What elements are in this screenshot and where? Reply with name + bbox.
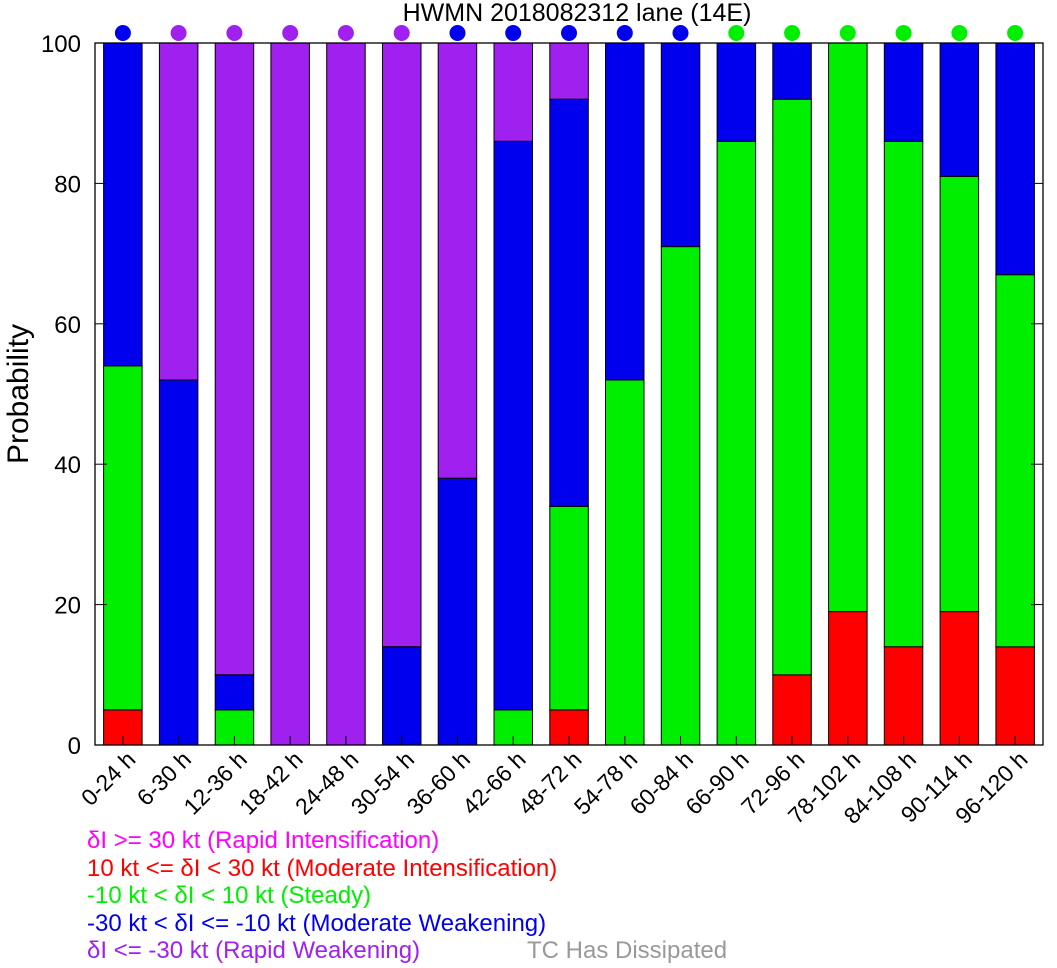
indicator-dot-12 bbox=[784, 25, 801, 41]
bar-mw-10 bbox=[660, 42, 701, 248]
bar-mw-2 bbox=[214, 674, 255, 711]
indicator-dot-7 bbox=[505, 25, 522, 41]
indicator-dot-0 bbox=[114, 25, 131, 41]
bar-rw-8 bbox=[549, 42, 589, 100]
y-tick-label-4: 80 bbox=[54, 171, 81, 198]
bar-st-12 bbox=[772, 98, 812, 676]
x-tick-label-0: 0-24 h bbox=[76, 746, 141, 811]
legend-rapid-weakening: δI <= -30 kt (Rapid Weakening) bbox=[87, 937, 421, 964]
bar-mw-14 bbox=[883, 42, 924, 142]
bar-mw-5 bbox=[382, 646, 422, 746]
indicator-dot-3 bbox=[282, 25, 299, 41]
bar-mw-1 bbox=[158, 379, 199, 746]
indicator-dot-11 bbox=[728, 25, 745, 41]
bar-rw-4 bbox=[326, 42, 366, 746]
indicator-dot-13 bbox=[839, 25, 856, 41]
y-tick-label-3: 60 bbox=[54, 312, 81, 339]
bar-mw-15 bbox=[939, 42, 980, 177]
bar-mw-6 bbox=[437, 477, 478, 746]
y-axis-label: Probability bbox=[2, 324, 35, 464]
bar-st-14 bbox=[883, 140, 924, 648]
bar-mw-7 bbox=[493, 140, 533, 711]
bar-mi-12 bbox=[772, 674, 812, 746]
bar-st-0 bbox=[103, 365, 143, 711]
bar-rw-7 bbox=[493, 42, 533, 142]
bar-st-15 bbox=[939, 175, 980, 613]
bars-layer bbox=[103, 42, 1035, 746]
bar-st-13 bbox=[828, 42, 868, 613]
indicator-dots bbox=[114, 25, 1024, 41]
bar-rw-5 bbox=[382, 42, 422, 648]
legend-steady: -10 kt < δI < 10 kt (Steady) bbox=[87, 882, 372, 909]
legend-moderate-intensification: 10 kt <= δI < 30 kt (Moderate Intensific… bbox=[87, 855, 558, 882]
bar-st-9 bbox=[605, 379, 645, 746]
plot-frame bbox=[94, 42, 1044, 746]
probability-chart: 0-24 h6-30 h12-36 h18-42 h24-48 h30-54 h… bbox=[2, 0, 1044, 829]
bar-mi-15 bbox=[939, 611, 980, 746]
bar-mw-9 bbox=[605, 42, 645, 381]
y-tick-label-2: 40 bbox=[54, 452, 81, 479]
bar-mi-13 bbox=[828, 611, 868, 746]
indicator-dot-14 bbox=[895, 25, 912, 41]
indicator-dot-9 bbox=[616, 25, 633, 41]
indicator-dot-1 bbox=[170, 25, 187, 41]
bar-rw-1 bbox=[158, 42, 199, 381]
chart-title: HWMN 2018082312 lane (14E) bbox=[403, 0, 752, 27]
bar-st-11 bbox=[716, 140, 757, 746]
bar-rw-6 bbox=[437, 42, 478, 479]
y-tick-label-5: 100 bbox=[41, 31, 81, 58]
bar-st-10 bbox=[660, 246, 701, 746]
indicator-dot-2 bbox=[226, 25, 243, 41]
legend-rapid-intensification: δI >= 30 kt (Rapid Intensification) bbox=[87, 827, 440, 854]
indicator-dot-8 bbox=[561, 25, 577, 41]
indicator-dot-4 bbox=[337, 25, 354, 41]
legend-moderate-weakening: -30 kt < δI <= -10 kt (Moderate Weakenin… bbox=[87, 910, 547, 937]
bar-rw-2 bbox=[214, 42, 255, 676]
bar-mw-11 bbox=[716, 42, 757, 142]
bar-mi-14 bbox=[883, 646, 924, 746]
indicator-dot-6 bbox=[449, 25, 466, 41]
legend-tc-dissipated: TC Has Dissipated bbox=[527, 937, 728, 964]
indicator-dot-5 bbox=[393, 25, 410, 41]
indicator-dot-10 bbox=[672, 25, 689, 41]
bar-st-8 bbox=[549, 505, 589, 711]
y-tick-label-1: 20 bbox=[54, 593, 81, 620]
bar-rw-3 bbox=[270, 42, 310, 746]
bar-mw-8 bbox=[549, 98, 589, 507]
bar-mw-16 bbox=[995, 42, 1035, 276]
bar-mw-0 bbox=[103, 42, 143, 367]
y-tick-label-0: 0 bbox=[68, 733, 81, 760]
bar-mw-12 bbox=[772, 42, 812, 100]
bar-st-16 bbox=[995, 274, 1035, 648]
indicator-dot-15 bbox=[951, 25, 968, 41]
bar-mi-16 bbox=[995, 646, 1035, 746]
indicator-dot-16 bbox=[1007, 25, 1024, 41]
